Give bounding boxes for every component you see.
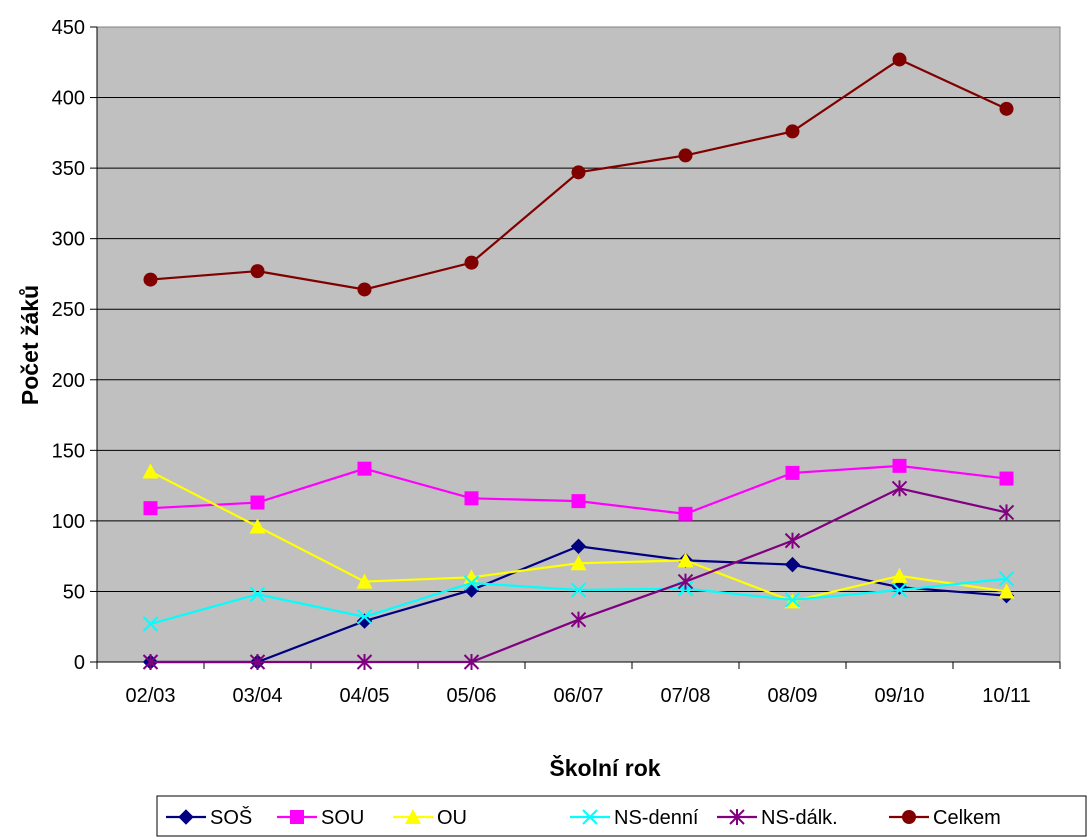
data-point — [142, 654, 159, 670]
legend-marker — [290, 810, 304, 824]
legend-marker — [729, 809, 745, 825]
x-tick-label: 02/03 — [125, 685, 175, 707]
data-point — [998, 504, 1015, 521]
legend-item: SOU — [277, 807, 364, 829]
legend: SOŠ SOU OU NS-denní NS-dálk. Celkem — [156, 795, 1087, 837]
data-point — [891, 567, 908, 583]
data-point — [249, 518, 266, 534]
data-point — [785, 465, 800, 480]
data-point — [249, 654, 266, 670]
legend-marker — [902, 810, 916, 824]
data-point — [891, 480, 908, 497]
data-point — [998, 583, 1015, 599]
data-point — [999, 471, 1014, 486]
legend-label: SOŠ — [210, 806, 252, 829]
y-tick-label: 450 — [52, 17, 85, 39]
data-point — [250, 264, 265, 279]
data-point — [892, 52, 907, 67]
legend-label: SOU — [321, 807, 364, 829]
data-point — [463, 654, 480, 670]
data-point — [998, 571, 1015, 587]
data-point — [999, 101, 1014, 116]
data-point — [677, 552, 694, 568]
data-point — [464, 255, 479, 270]
data-point — [785, 124, 800, 139]
data-point — [142, 463, 159, 479]
data-point — [570, 538, 587, 554]
series-group — [142, 52, 1015, 670]
data-point — [356, 654, 373, 670]
data-point — [250, 495, 265, 510]
y-tick-label: 0 — [74, 652, 85, 674]
y-tick-label: 150 — [52, 440, 85, 462]
legend-marker — [178, 809, 194, 825]
x-tick-label: 08/09 — [767, 685, 817, 707]
legend-label: Celkem — [933, 807, 1001, 829]
y-axis-ticks: 0 50 100 150 200 250 300 350 400 450 — [52, 17, 98, 674]
legend-marker — [582, 809, 598, 825]
x-tick-label: 03/04 — [232, 685, 282, 707]
data-point — [677, 573, 694, 590]
data-point — [570, 582, 587, 598]
x-tick-label: 05/06 — [446, 685, 496, 707]
legend-item: Celkem — [889, 807, 1001, 829]
data-point — [678, 148, 693, 163]
y-axis-label: Počet žáků — [17, 285, 43, 405]
x-axis-ticks: 02/03 03/04 04/05 05/06 06/07 07/08 08/09 09/10… — [96, 661, 1061, 707]
data-point — [142, 616, 159, 632]
y-tick-label: 50 — [63, 581, 85, 603]
legend-item: NS-dálk. — [717, 807, 838, 829]
legend-item: OU — [393, 807, 467, 829]
y-tick-label: 200 — [52, 370, 85, 392]
data-point — [678, 506, 693, 521]
data-point — [784, 556, 801, 573]
legend-label: NS-dálk. — [761, 807, 838, 829]
data-point — [571, 165, 586, 180]
data-point — [143, 272, 158, 287]
data-point — [784, 532, 801, 549]
data-point — [570, 611, 587, 628]
data-point — [249, 586, 266, 602]
legend-item: SOŠ — [166, 806, 252, 829]
series-ns-denn — [142, 571, 1015, 632]
data-point — [784, 592, 801, 608]
x-axis-label: Školní rok — [549, 754, 660, 781]
x-tick-label: 07/08 — [660, 685, 710, 707]
series-ns-d-lk — [142, 480, 1015, 670]
data-point — [464, 491, 479, 506]
x-tick-label: 10/11 — [982, 685, 1031, 707]
y-tick-label: 350 — [52, 158, 85, 180]
x-tick-label: 06/07 — [553, 685, 603, 707]
y-tick-label: 100 — [52, 511, 85, 533]
y-tick-label: 400 — [52, 88, 85, 110]
data-point — [143, 501, 158, 516]
data-point — [892, 458, 907, 473]
data-point — [570, 555, 587, 571]
data-point — [357, 282, 372, 297]
data-point — [463, 569, 480, 585]
legend-marker — [405, 809, 421, 824]
data-point — [356, 573, 373, 589]
data-point — [463, 575, 480, 591]
x-tick-label: 09/10 — [874, 685, 924, 707]
x-tick-label: 04/05 — [339, 685, 389, 707]
series-sou — [143, 458, 1014, 521]
data-point — [356, 613, 373, 629]
legend-label: NS-denní — [614, 807, 699, 829]
y-tick-label: 250 — [52, 299, 85, 321]
data-point — [571, 494, 586, 509]
data-point — [891, 582, 908, 598]
legend-label: OU — [437, 807, 467, 829]
data-point — [356, 609, 373, 625]
legend-item: NS-denní — [570, 807, 699, 829]
y-tick-label: 300 — [52, 229, 85, 251]
series-celkem — [143, 52, 1014, 297]
data-point — [357, 461, 372, 476]
